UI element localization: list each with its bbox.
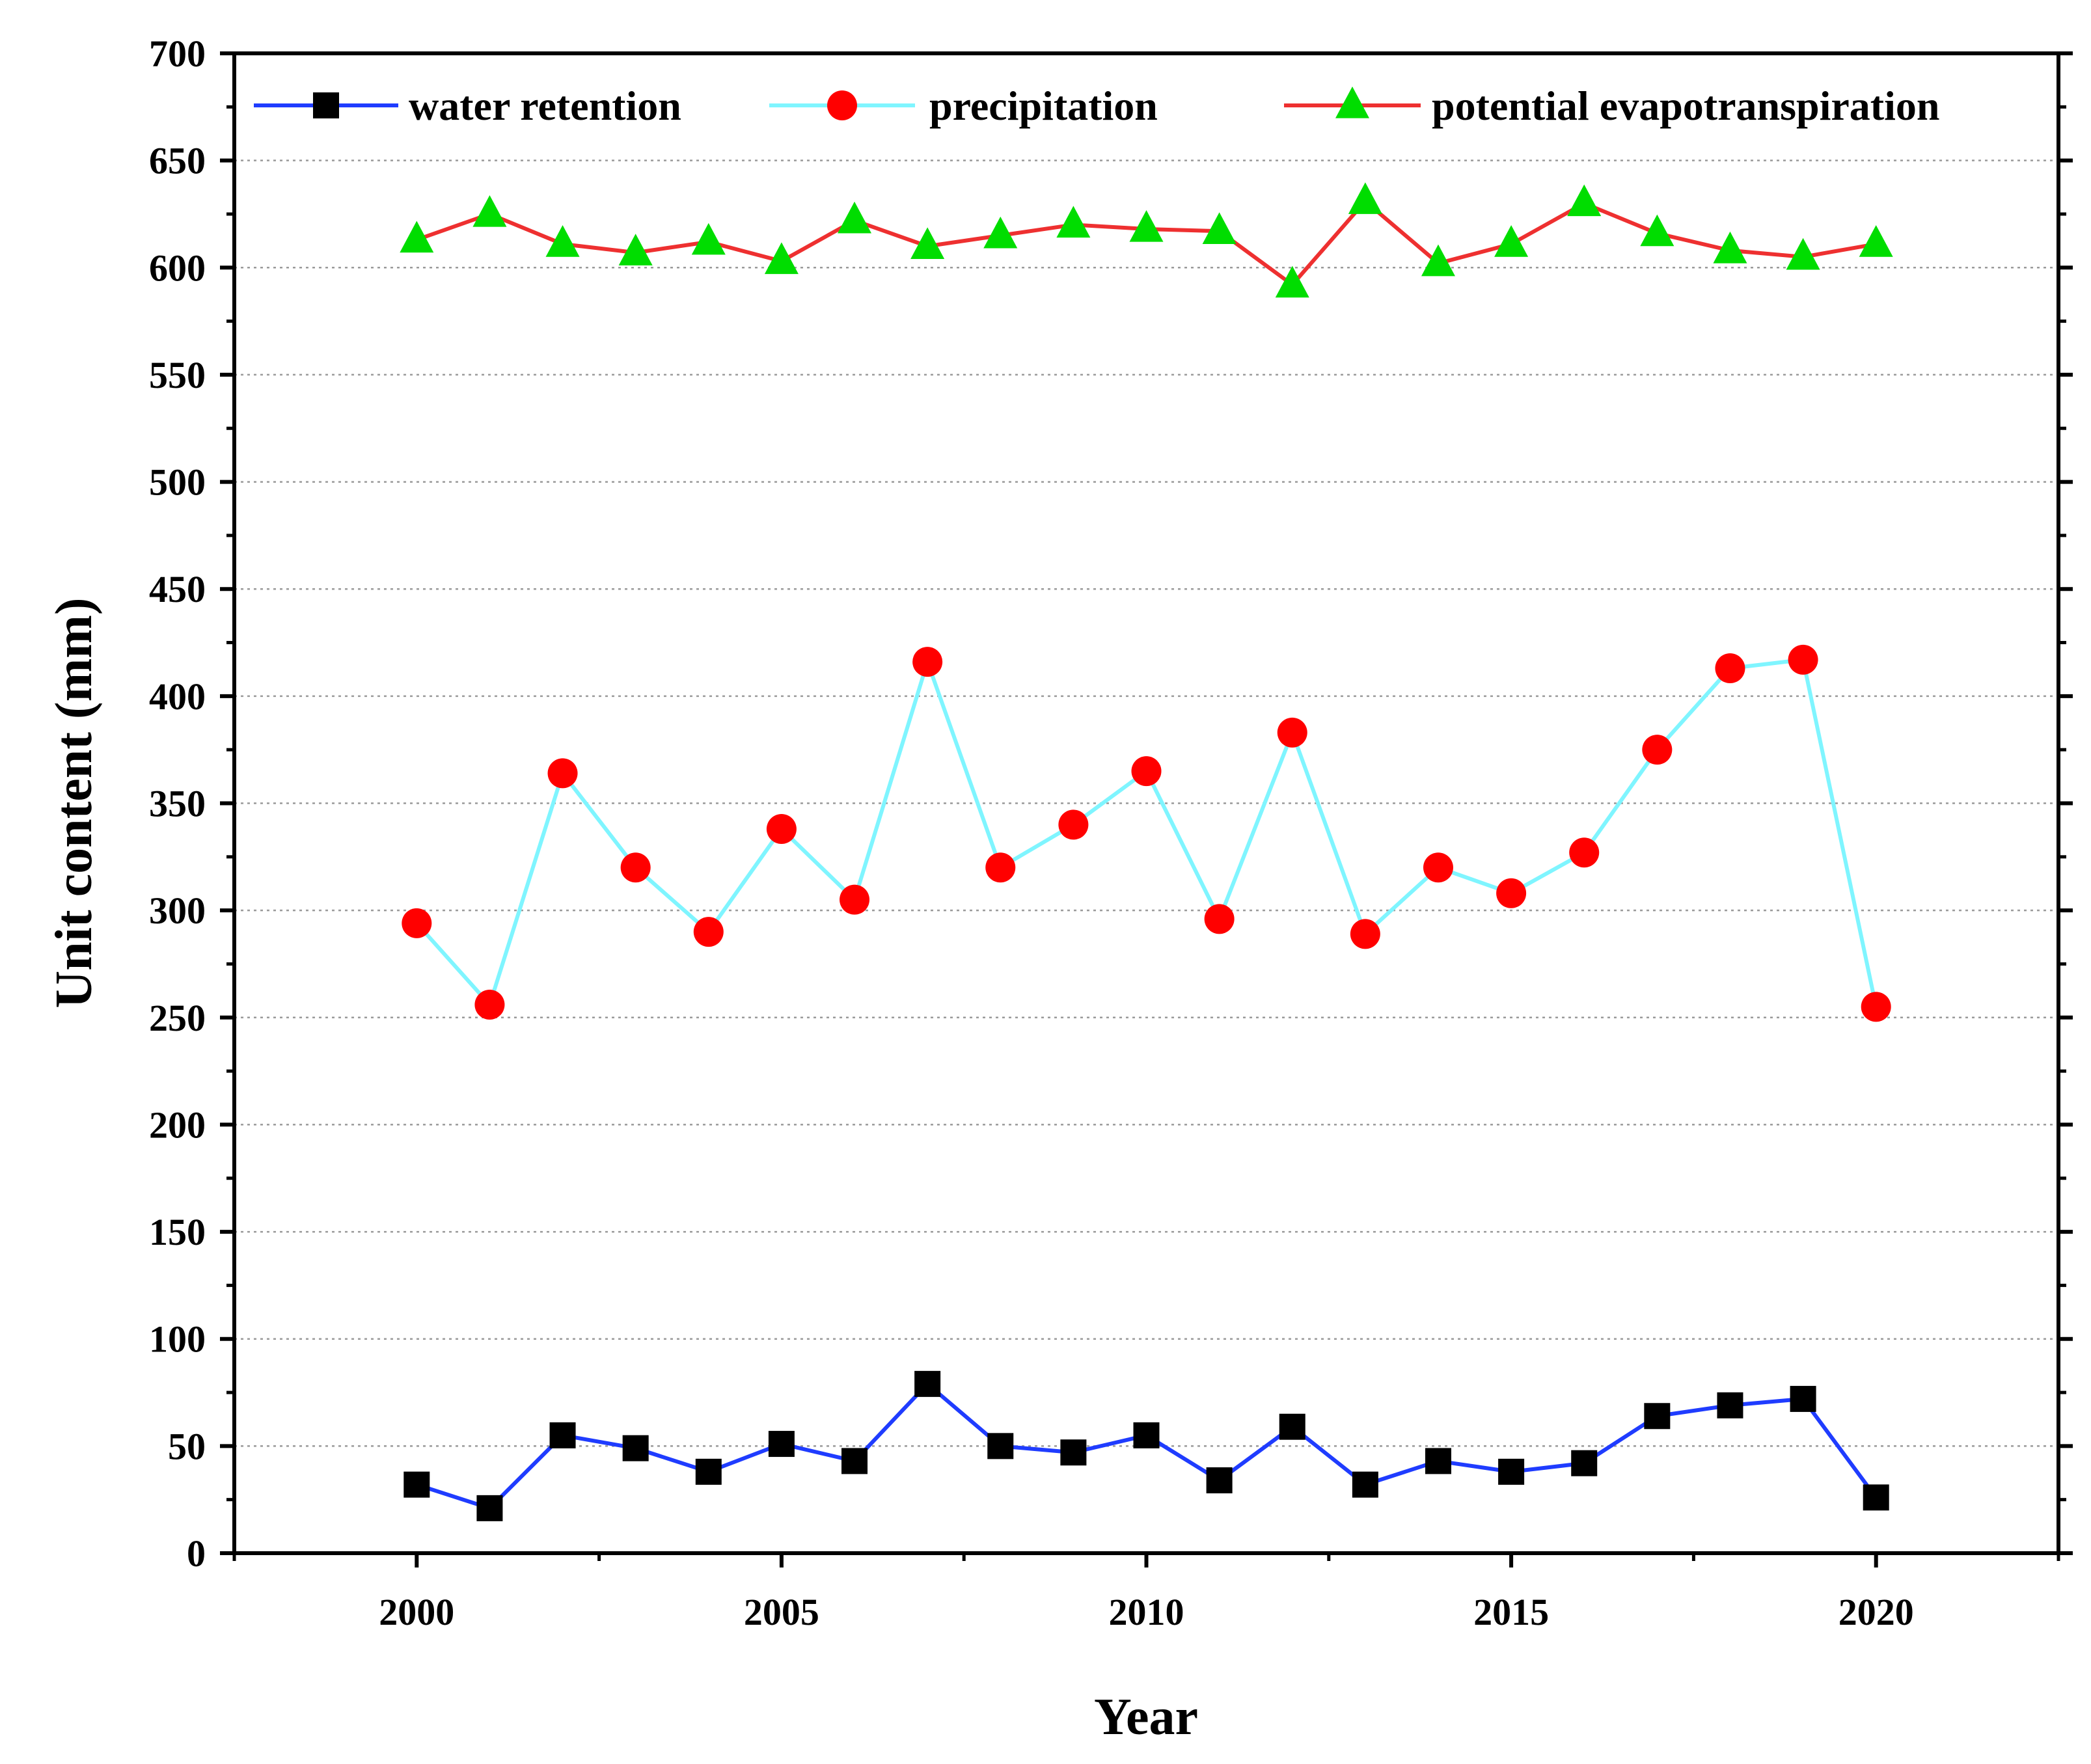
- data-point-water-retention: [1571, 1450, 1598, 1476]
- data-point-potential-evapotranspiration: [1129, 210, 1164, 242]
- data-point-potential-evapotranspiration: [618, 234, 653, 265]
- legend-item-water-retention: water retention: [254, 83, 681, 129]
- data-point-water-retention: [1206, 1467, 1233, 1494]
- data-point-potential-evapotranspiration: [1494, 225, 1529, 257]
- data-point-water-retention: [1133, 1422, 1160, 1448]
- data-point-potential-evapotranspiration: [400, 221, 434, 253]
- data-point-precipitation: [693, 917, 724, 947]
- data-point-precipitation: [1861, 992, 1891, 1022]
- data-point-potential-evapotranspiration: [1640, 214, 1674, 247]
- series-potential-evapotranspiration: [400, 182, 1893, 298]
- data-point-precipitation: [912, 647, 943, 677]
- data-point-precipitation: [1204, 904, 1235, 934]
- data-point-potential-evapotranspiration: [1421, 244, 1455, 277]
- data-point-potential-evapotranspiration: [691, 223, 726, 255]
- data-point-precipitation: [1569, 837, 1600, 868]
- data-point-water-retention: [1498, 1458, 1525, 1485]
- data-point-potential-evapotranspiration: [1786, 237, 1820, 270]
- data-point-water-retention: [403, 1471, 430, 1498]
- y-tick-label: 500: [149, 461, 206, 504]
- y-tick-label: 50: [168, 1425, 206, 1467]
- y-tick-label: 550: [149, 354, 206, 396]
- data-point-water-retention: [1425, 1448, 1451, 1474]
- data-point-potential-evapotranspiration: [1713, 231, 1747, 264]
- data-point-potential-evapotranspiration: [1859, 225, 1893, 257]
- data-point-precipitation: [985, 852, 1016, 883]
- data-point-water-retention: [841, 1448, 868, 1474]
- data-point-precipitation: [1058, 809, 1089, 840]
- data-point-potential-evapotranspiration: [1567, 184, 1602, 217]
- data-point-precipitation: [840, 884, 870, 915]
- series-water-retention: [403, 1370, 1889, 1521]
- data-point-water-retention: [476, 1495, 503, 1521]
- data-point-potential-evapotranspiration: [764, 242, 799, 275]
- data-point-water-retention: [695, 1458, 722, 1485]
- data-point-potential-evapotranspiration: [910, 227, 945, 260]
- data-point-water-retention: [1060, 1439, 1087, 1466]
- data-point-water-retention: [1790, 1385, 1816, 1412]
- data-point-precipitation: [1496, 878, 1527, 908]
- data-point-precipitation: [766, 814, 797, 845]
- x-tick-label: 2005: [744, 1591, 819, 1633]
- y-tick-label: 650: [149, 140, 206, 182]
- data-point-water-retention: [1352, 1471, 1378, 1498]
- y-tick-label: 450: [149, 568, 206, 610]
- legend-label: water retention: [409, 83, 681, 129]
- legend-label: precipitation: [929, 83, 1158, 129]
- data-point-precipitation: [547, 758, 578, 789]
- data-point-potential-evapotranspiration: [472, 195, 507, 227]
- y-axis-title: Unit content (mm): [46, 598, 103, 1009]
- y-tick-label: 100: [149, 1318, 206, 1361]
- y-tick-label: 300: [149, 889, 206, 932]
- data-point-potential-evapotranspiration: [1275, 265, 1309, 298]
- y-tick-label: 400: [149, 675, 206, 718]
- legend-marker: [313, 92, 339, 118]
- legend-item-precipitation: precipitation: [769, 83, 1158, 129]
- data-point-potential-evapotranspiration: [545, 225, 580, 257]
- y-tick-label: 150: [149, 1211, 206, 1253]
- legend-marker: [827, 90, 857, 120]
- data-point-water-retention: [1863, 1484, 1889, 1511]
- y-tick-label: 600: [149, 247, 206, 289]
- x-axis-title: Year: [1094, 1689, 1198, 1746]
- legend-label: potential evapotranspiration: [1432, 83, 1939, 129]
- data-point-precipitation: [1788, 644, 1818, 675]
- data-point-potential-evapotranspiration: [983, 216, 1018, 249]
- y-tick-label: 0: [187, 1532, 206, 1575]
- data-point-potential-evapotranspiration: [1056, 206, 1091, 238]
- data-point-water-retention: [622, 1435, 649, 1461]
- legend-item-potential-evapotranspiration: potential evapotranspiration: [1284, 83, 1939, 129]
- data-point-water-retention: [914, 1370, 941, 1397]
- series-precipitation: [402, 644, 1891, 1022]
- data-point-water-retention: [768, 1431, 795, 1458]
- data-point-precipitation: [402, 908, 432, 938]
- data-point-precipitation: [1715, 653, 1745, 684]
- y-tick-label: 700: [149, 33, 206, 75]
- data-point-potential-evapotranspiration: [1348, 182, 1382, 214]
- data-point-water-retention: [549, 1422, 576, 1448]
- data-point-water-retention: [1644, 1403, 1671, 1430]
- x-tick-label: 2015: [1473, 1591, 1549, 1633]
- y-tick-label: 250: [149, 997, 206, 1039]
- data-point-precipitation: [1642, 735, 1673, 765]
- data-point-precipitation: [1423, 852, 1453, 883]
- data-point-potential-evapotranspiration: [838, 201, 872, 234]
- data-point-precipitation: [474, 990, 505, 1020]
- x-tick-label: 2010: [1109, 1591, 1184, 1633]
- y-tick-label: 350: [149, 783, 206, 825]
- data-point-water-retention: [987, 1433, 1014, 1459]
- data-point-precipitation: [1131, 756, 1162, 787]
- data-point-precipitation: [1277, 717, 1307, 748]
- legend-marker: [1335, 86, 1369, 118]
- data-point-water-retention: [1279, 1413, 1305, 1440]
- x-tick-label: 2000: [379, 1591, 454, 1633]
- x-tick-label: 2020: [1838, 1591, 1914, 1633]
- y-tick-label: 200: [149, 1104, 206, 1146]
- data-point-precipitation: [1350, 919, 1380, 949]
- data-point-potential-evapotranspiration: [1202, 212, 1237, 244]
- data-point-precipitation: [620, 852, 651, 883]
- data-point-water-retention: [1717, 1392, 1743, 1418]
